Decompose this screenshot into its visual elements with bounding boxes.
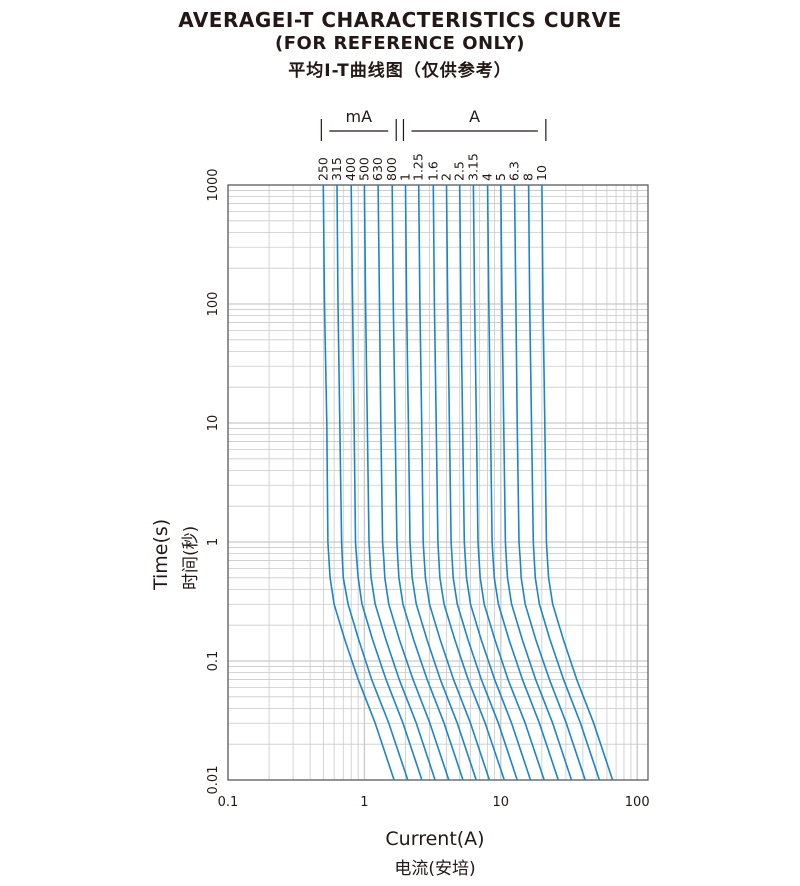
curve-1.25 xyxy=(417,184,491,781)
rating-label-2: 2 xyxy=(439,173,454,181)
x-axis-label-chinese: 电流(安培) xyxy=(394,859,476,879)
curve-8 xyxy=(527,184,601,781)
rating-label-8: 8 xyxy=(521,173,536,181)
y-tick-label: 0.01 xyxy=(206,766,221,795)
rating-label-400: 400 xyxy=(343,157,358,181)
curve-2.5 xyxy=(458,184,532,781)
x-tick-label: 10 xyxy=(493,795,510,810)
x-axis-label: Current(A) xyxy=(385,828,485,850)
curve-2 xyxy=(445,184,518,781)
curve-3.15 xyxy=(472,184,545,781)
rating-label-500: 500 xyxy=(356,157,371,181)
y-tick-label: 100 xyxy=(206,292,221,317)
y-tick-label: 10 xyxy=(206,415,221,432)
rating-label-6.3: 6.3 xyxy=(506,161,521,181)
curve-800 xyxy=(391,184,464,781)
y-axis-label-chinese: 时间(秒) xyxy=(181,525,201,590)
curve-500 xyxy=(363,184,436,781)
curve-250 xyxy=(322,184,395,781)
rating-label-315: 315 xyxy=(329,157,344,181)
curve-1 xyxy=(404,184,477,781)
rating-label-630: 630 xyxy=(370,157,385,181)
x-tick-label: 1 xyxy=(360,795,368,810)
group-label-a: A xyxy=(469,107,480,126)
x-tick-label: 100 xyxy=(625,795,650,810)
rating-label-800: 800 xyxy=(384,157,399,181)
curve-10 xyxy=(541,184,614,781)
rating-label-1: 1 xyxy=(397,173,412,181)
curve-315 xyxy=(336,184,409,781)
rating-label-3.15: 3.15 xyxy=(465,153,480,181)
chart-title-chinese: 平均I-T曲线图（仅供参考） xyxy=(288,61,512,81)
y-tick-label: 1000 xyxy=(206,168,221,201)
x-tick-label: 0.1 xyxy=(218,795,239,810)
y-axis-label: Time(s) xyxy=(150,518,172,590)
rating-label-5: 5 xyxy=(493,173,508,181)
group-label-ma: mA xyxy=(346,107,373,126)
chart-subtitle: (FOR REFERENCE ONLY) xyxy=(275,33,525,54)
rating-label-2.5: 2.5 xyxy=(452,161,467,181)
rating-label-1.6: 1.6 xyxy=(425,161,440,181)
curve-4 xyxy=(486,184,560,781)
y-tick-label: 1 xyxy=(206,538,221,546)
chart-title: AVERAGEI-T CHARACTERISTICS CURVE xyxy=(178,8,622,32)
curve-630 xyxy=(377,184,450,781)
curve-6.3 xyxy=(513,184,586,781)
plot-frame xyxy=(227,184,649,781)
rating-label-10: 10 xyxy=(534,165,549,181)
curve-5 xyxy=(500,184,573,781)
y-tick-label: 0.1 xyxy=(206,651,221,672)
rating-label-250: 250 xyxy=(315,157,330,181)
rating-label-1.25: 1.25 xyxy=(411,153,426,181)
rating-label-4: 4 xyxy=(480,173,495,181)
curve-400 xyxy=(350,184,423,781)
curve-1.6 xyxy=(432,184,506,781)
